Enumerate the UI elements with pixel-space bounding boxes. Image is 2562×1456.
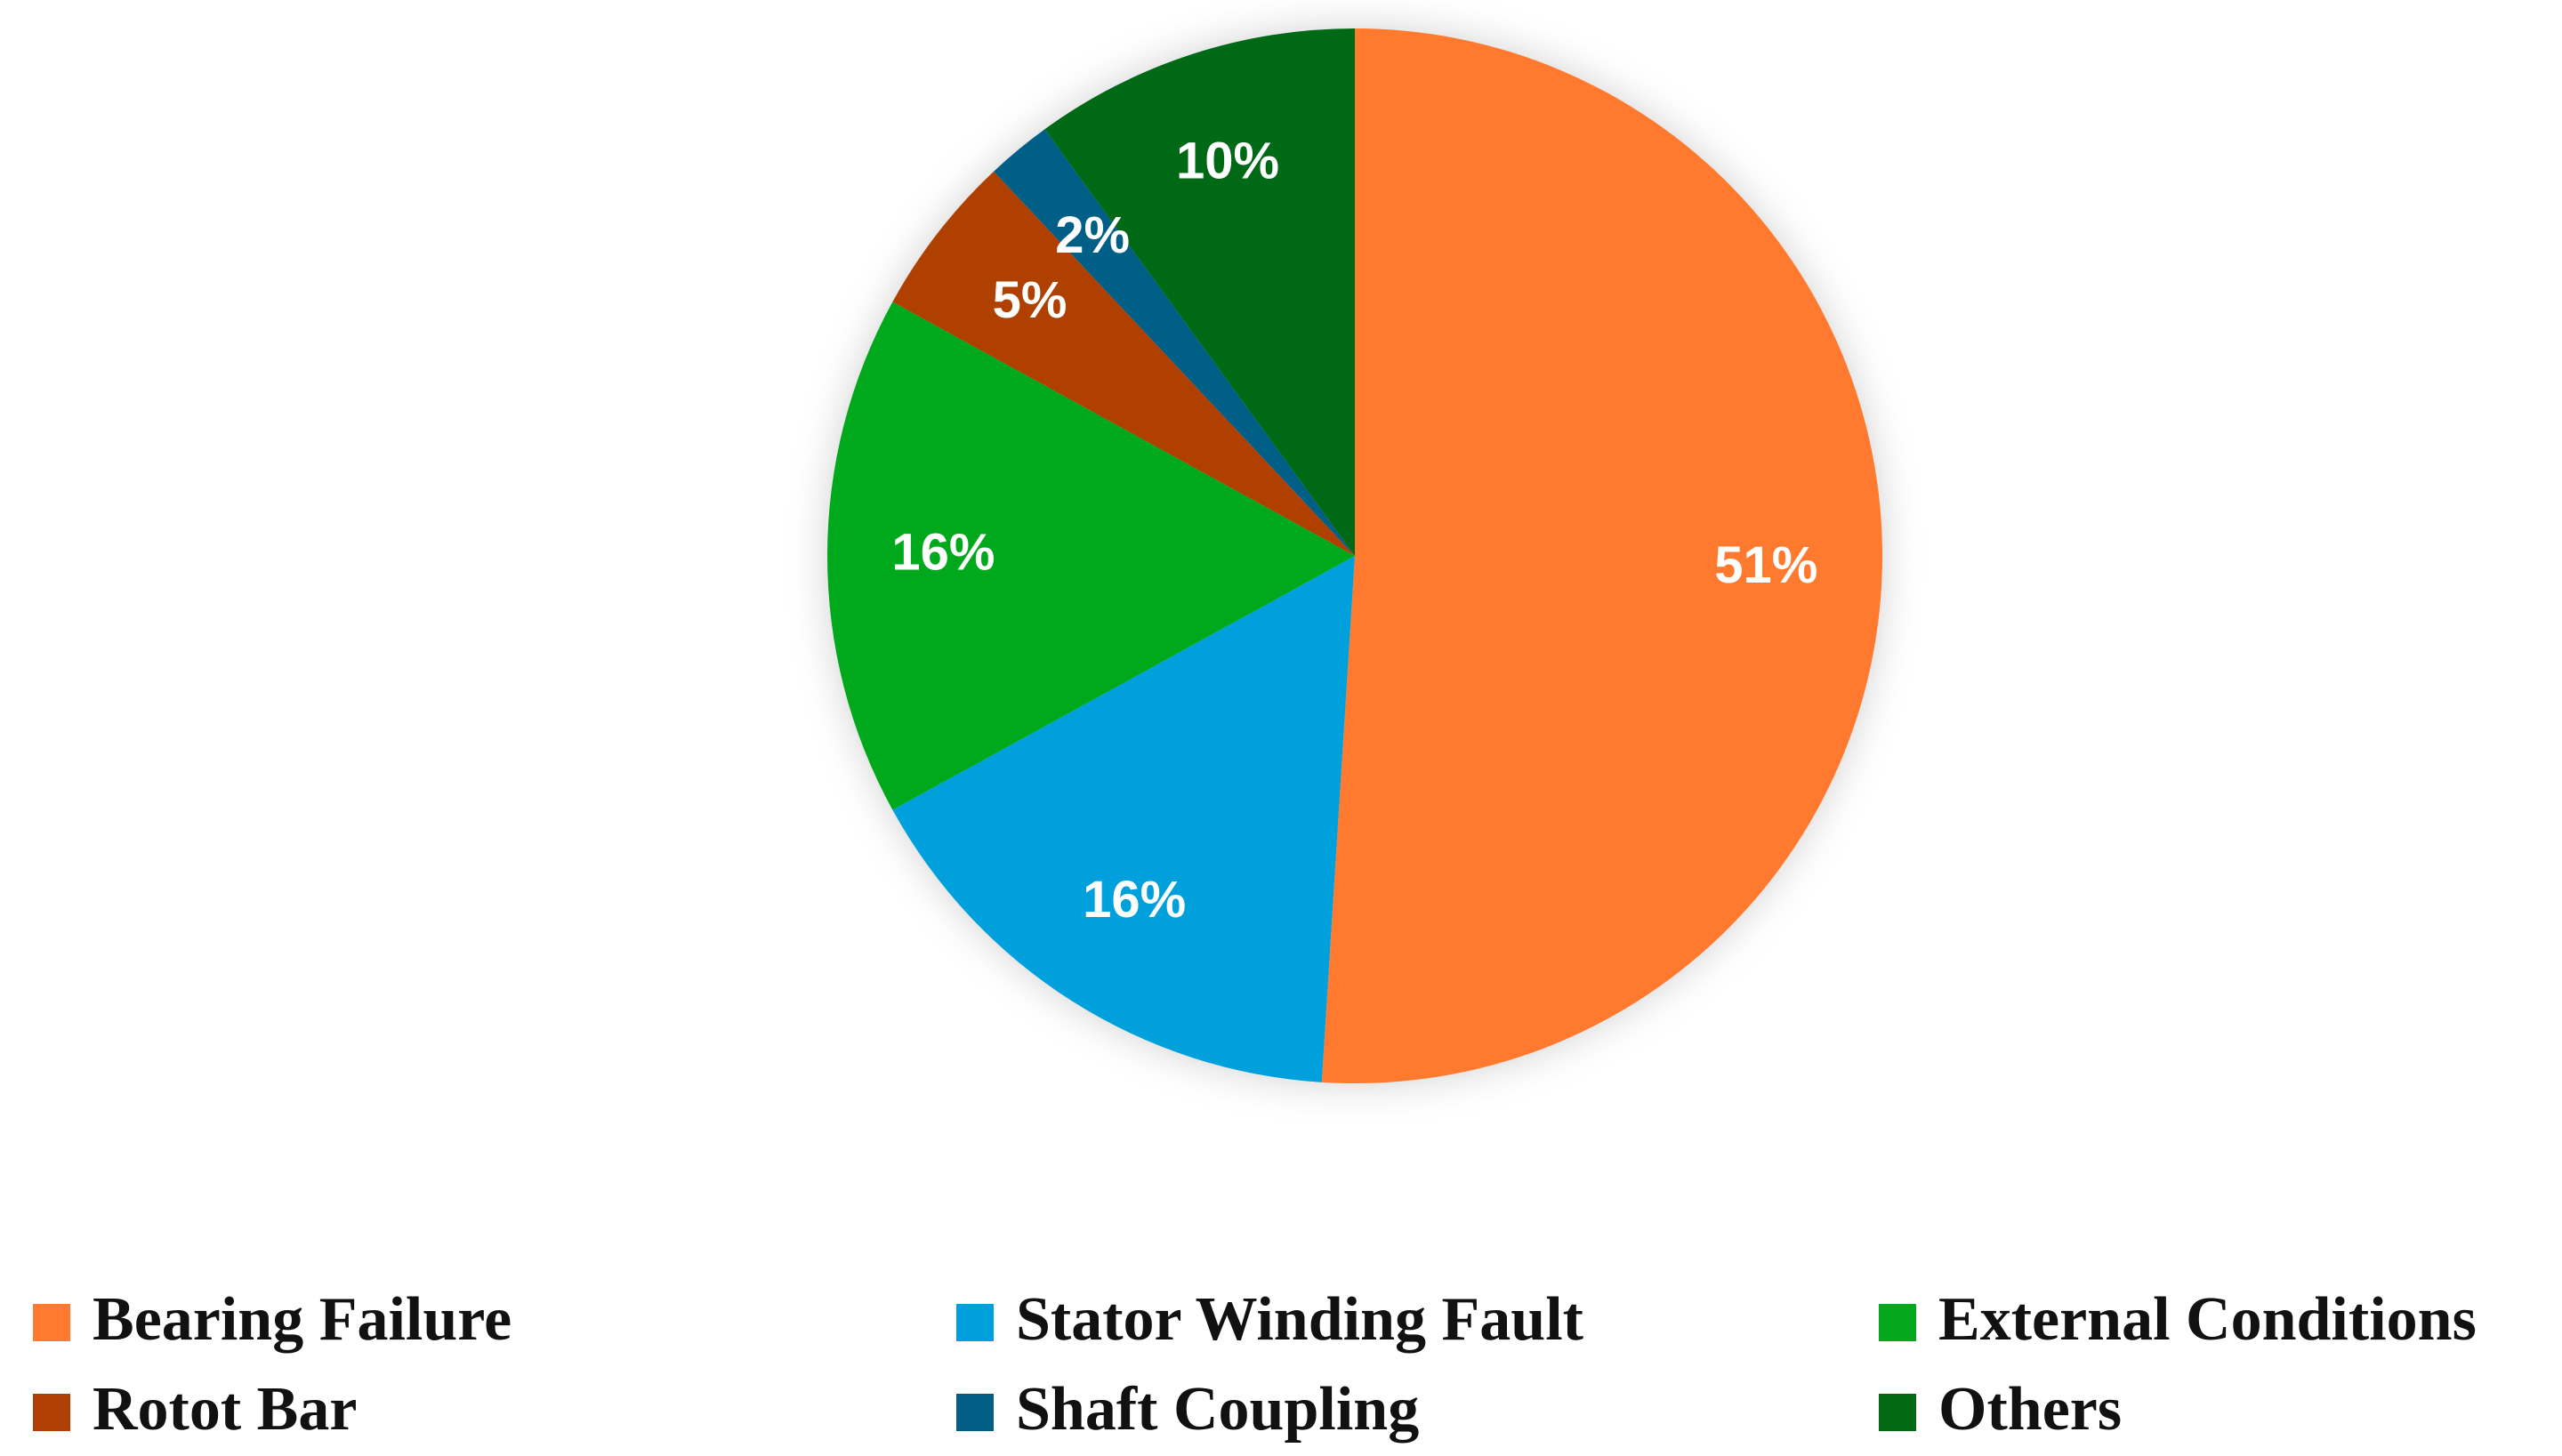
legend-swatch (956, 1304, 994, 1341)
pie-slice (892, 556, 1355, 1082)
legend-label: Others (1938, 1375, 2122, 1444)
data-label: 16% (891, 523, 995, 581)
legend-swatch (33, 1304, 70, 1341)
legend-swatch (1879, 1394, 1916, 1431)
pie-slice (1321, 28, 1883, 1084)
legend-swatch (956, 1394, 994, 1431)
pie-slice (892, 171, 1355, 556)
pie-slice (1044, 28, 1355, 556)
pie (827, 28, 1883, 1084)
legend-label: External Conditions (1938, 1285, 2477, 1354)
legend: Bearing Failure Stator Winding Fault Exter… (33, 1285, 2477, 1444)
legend-label: Stator Winding Fault (1016, 1285, 1583, 1354)
legend-swatch (1879, 1304, 1916, 1341)
pie-slice (827, 302, 1355, 810)
legend-label: Bearing Failure (93, 1285, 512, 1354)
data-labels: 51% 16% 16% 5% 2% 10% (891, 132, 1817, 928)
data-label: 16% (1083, 871, 1186, 929)
legend-label: Shaft Coupling (1016, 1375, 1419, 1444)
pie-slice (994, 129, 1355, 556)
data-label: 10% (1176, 132, 1279, 189)
data-label: 5% (993, 271, 1068, 329)
legend-swatch (33, 1394, 70, 1431)
data-label: 51% (1714, 536, 1817, 594)
legend-label: Rotot Bar (93, 1375, 357, 1444)
data-label: 2% (1055, 206, 1130, 264)
